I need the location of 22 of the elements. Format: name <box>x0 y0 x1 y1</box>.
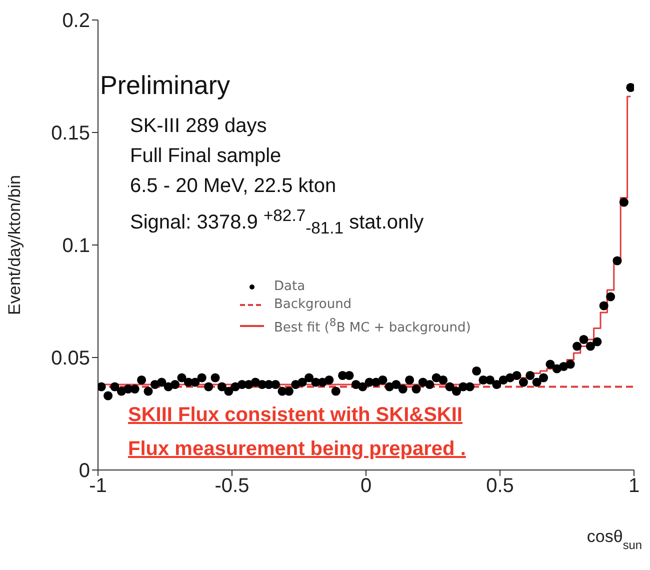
x-axis-title: cosθ$_{sun}$ <box>586 527 642 552</box>
annotation: Signal: 3378.9 $^{+82.7}$$_{-81.1}$ stat.only <box>130 205 424 240</box>
y-tick-label: 0.1 <box>62 235 90 258</box>
annotation: SKIII Flux consistent with SKI&SKII <box>128 403 464 428</box>
y-tick-label: 0.15 <box>51 122 90 145</box>
x-tick-label: -0.5 <box>214 475 250 498</box>
annotation: Full Final sample <box>130 144 282 169</box>
x-tick-label: 1 <box>628 475 640 498</box>
y-tick-label: 0.05 <box>51 348 90 370</box>
annotation: SK-III 289 days <box>130 114 268 139</box>
legend-label: Best fit ($^{8}$B MC + background) <box>274 315 471 338</box>
annotation: 6.5 - 20 MeV, 22.5 kton <box>130 174 338 199</box>
x-tick-label: 0 <box>360 475 372 498</box>
y-tick-label: 0 <box>78 460 90 482</box>
x-tick-label: -1 <box>89 475 107 498</box>
legend-label: Background <box>274 296 352 314</box>
annotation: Preliminary <box>100 70 232 101</box>
annotation: Flux measurement being prepared . <box>128 437 466 462</box>
y-tick-label: 0.2 <box>62 10 90 32</box>
y-axis-title: Event/day/kton/bin <box>5 175 24 315</box>
x-tick-label: 0.5 <box>486 475 514 498</box>
legend-label: Data <box>274 278 306 296</box>
